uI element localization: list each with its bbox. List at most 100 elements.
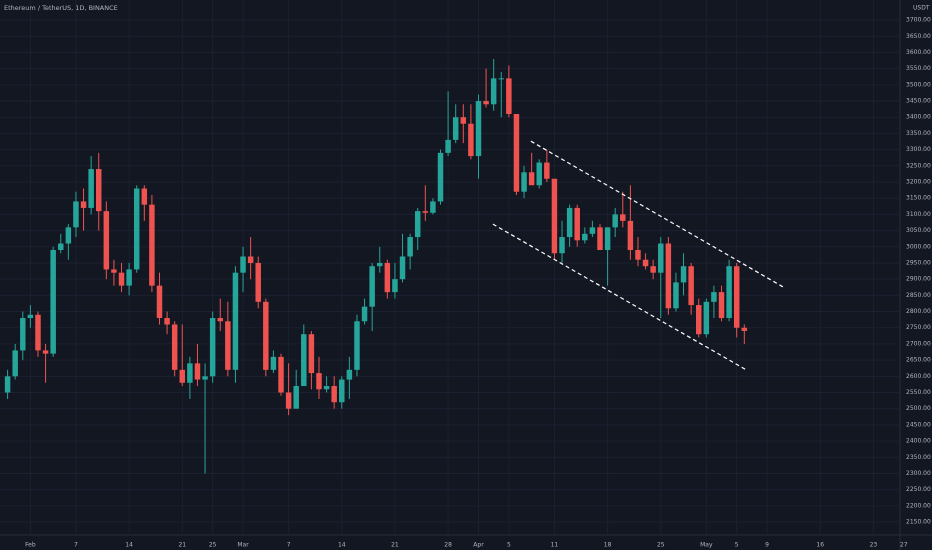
candle-body [582, 233, 588, 241]
y-tick-label: 2650.00 [906, 357, 931, 364]
chart-title: Ethereum / TetherUS, 1D, BINANCE [4, 4, 118, 12]
candle-body [217, 318, 223, 322]
candle-body [111, 269, 117, 273]
candle-body [513, 113, 520, 192]
candle-body [604, 227, 611, 251]
y-tick-label: 3400.00 [906, 114, 931, 121]
y-tick-label: 2150.00 [906, 519, 931, 526]
y-tick-label: 3200.00 [906, 179, 931, 186]
candle-body [187, 363, 193, 383]
candle-body [414, 211, 421, 238]
x-tick-label: 14 [338, 542, 346, 549]
candle-body [27, 314, 34, 319]
x-tick-label: 16 [816, 542, 824, 549]
candle-body [58, 243, 64, 251]
candle-body [171, 324, 178, 370]
candle-body [430, 201, 436, 213]
candle-body [696, 305, 702, 335]
y-tick-label: 2250.00 [906, 486, 931, 493]
x-tick-label: 25 [209, 542, 217, 549]
candle-body [323, 386, 330, 390]
grid [0, 0, 900, 535]
candle-body [354, 321, 360, 370]
y-tick-label: 3600.00 [906, 49, 931, 56]
candle-body [718, 292, 725, 319]
x-tick-label: 14 [125, 542, 133, 549]
candle-body [445, 139, 451, 153]
candle-body [73, 201, 79, 228]
x-tick-label: 21 [391, 542, 399, 549]
candle-body [240, 256, 246, 273]
candle-body [270, 356, 277, 370]
candle-body [483, 101, 489, 105]
y-tick-label: 2800.00 [906, 308, 931, 315]
candle-body [399, 256, 406, 280]
candle-body [544, 162, 550, 179]
candle-body [156, 285, 163, 319]
candle-body [308, 334, 315, 374]
candle-body [475, 101, 482, 157]
x-tick-label: 9 [765, 542, 769, 549]
candle-body [726, 266, 732, 319]
x-tick-label: 25 [657, 542, 665, 549]
candle-body [490, 78, 497, 105]
candle-body [711, 292, 717, 302]
candle-body [437, 152, 444, 202]
candle-body [369, 266, 375, 307]
candle-body [673, 282, 679, 309]
candle-body [597, 227, 603, 251]
y-tick-label: 2850.00 [906, 292, 931, 299]
x-tick-label: 5 [735, 542, 739, 549]
candle-body [407, 237, 413, 257]
y-tick-label: 3550.00 [906, 65, 931, 72]
y-tick-label: 2950.00 [906, 259, 931, 266]
candle-body [255, 262, 261, 302]
x-tick-label: 5 [507, 542, 511, 549]
candle-body [574, 207, 580, 241]
candle-body [232, 272, 239, 370]
x-tick-label: 7 [74, 542, 78, 549]
candle-body [620, 214, 626, 221]
candle-body [331, 386, 337, 403]
candle-body [468, 123, 474, 157]
y-tick-label: 2450.00 [906, 421, 931, 428]
candle-body [658, 243, 664, 273]
x-tick-label: 7 [287, 542, 291, 549]
candle-body [559, 237, 565, 254]
x-tick-label: 21 [178, 542, 186, 549]
x-tick-label: 28 [444, 542, 452, 549]
candle-body [149, 204, 155, 286]
candle-body [688, 266, 694, 306]
candle-body [133, 188, 140, 270]
y-tick-label: 3650.00 [906, 33, 931, 40]
x-tick-label: 27 [900, 542, 908, 549]
candle-body [635, 250, 641, 260]
candle-body [285, 392, 292, 409]
candle-body [384, 262, 391, 293]
y-tick-label: 3500.00 [906, 81, 931, 88]
candle-body [4, 376, 11, 393]
candle-body [35, 314, 41, 351]
candle-body [521, 172, 527, 192]
y-tick-label: 2300.00 [906, 470, 931, 477]
candle-body [194, 363, 201, 380]
candle-body [589, 227, 596, 234]
candle-body [202, 376, 208, 380]
y-tick-label: 2700.00 [906, 340, 931, 347]
y-tick-label: 3300.00 [906, 146, 931, 153]
candle-body [247, 256, 254, 263]
candle-body [392, 279, 398, 293]
y-tick-label: 3000.00 [906, 243, 931, 250]
candle-body [88, 169, 94, 208]
currency-label: USDT [913, 5, 930, 12]
candle-body [612, 214, 618, 228]
candle-body [460, 117, 467, 124]
x-tick-label: Mar [237, 542, 249, 549]
x-tick-label: Apr [473, 542, 484, 549]
candle-body [528, 172, 535, 186]
candle-body [126, 269, 132, 286]
candle-body [278, 356, 284, 393]
y-tick-label: 2550.00 [906, 389, 931, 396]
